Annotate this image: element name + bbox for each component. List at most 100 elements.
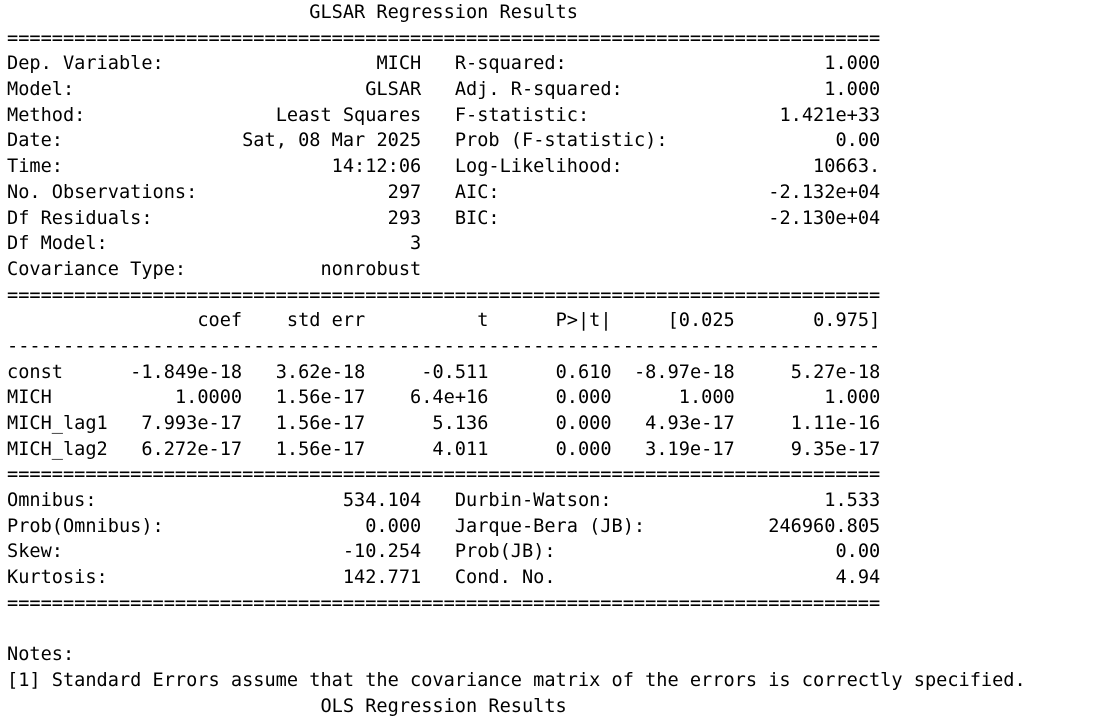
diagnostic-label: Jarque-Bera (JB): — [454, 515, 646, 537]
diagnostic-label: Durbin-Watson: — [454, 490, 612, 512]
table-cell: 1.56e-17 — [275, 387, 366, 409]
summary-row: Df Residuals: 293 BIC: -2.130e+04 — [7, 206, 1026, 232]
summary-label: F-statistic: — [454, 104, 590, 126]
table-cell: 5.136 — [432, 413, 489, 434]
diagnostic-label: Omnibus: — [7, 490, 97, 512]
table-cell: 7.993e-17 — [141, 413, 243, 434]
row-name: MICH_lag1 — [7, 413, 108, 434]
table-row: MICH_lag1 7.993e-17 1.56e-17 5.136 0.000… — [7, 411, 1026, 437]
summary-label: Df Model: — [7, 233, 108, 255]
summary-value: Sat, 08 Mar 2025 — [242, 130, 422, 152]
table-cell: 0.610 — [555, 361, 612, 383]
diagnostic-value: 1.533 — [824, 490, 881, 512]
diagnostic-value: 0.000 — [365, 515, 422, 537]
summary-value: -2.130e+04 — [768, 207, 881, 229]
double-rule: ========================================… — [7, 592, 881, 614]
diagnostic-label: Kurtosis: — [7, 567, 108, 589]
column-header: coef — [197, 310, 243, 332]
row-name: const — [7, 361, 63, 383]
table-cell: -0.511 — [421, 361, 489, 383]
summary-label: Date: — [7, 130, 63, 152]
row-name: MICH — [7, 387, 52, 409]
table-row: MICH 1.0000 1.56e-17 6.4e+16 0.000 1.000… — [7, 385, 1026, 411]
summary-value: 3 — [410, 233, 422, 255]
table-row: MICH_lag2 6.272e-17 1.56e-17 4.011 0.000… — [7, 437, 1026, 463]
table-cell: -1.849e-18 — [130, 361, 243, 383]
diagnostic-row: Kurtosis: 142.771 Cond. No. 4.94 — [7, 565, 1026, 591]
summary-label: AIC: — [454, 181, 500, 203]
diagnostic-value: 142.771 — [342, 567, 422, 589]
summary-row: Model: GLSAR Adj. R-squared: 1.000 — [7, 77, 1026, 103]
table-cell: 3.62e-18 — [275, 361, 366, 383]
summary-label: Method: — [7, 104, 86, 126]
summary-value: 10663. — [813, 156, 881, 178]
summary-value: -2.132e+04 — [768, 181, 881, 203]
summary-value: 14:12:06 — [331, 156, 422, 178]
single-rule: ----------------------------------------… — [7, 335, 881, 357]
summary-label: Model: — [7, 79, 75, 101]
summary-row: Dep. Variable: MICH R-squared: 1.000 — [7, 51, 1026, 77]
table-cell: 1.11e-16 — [790, 413, 881, 434]
summary-label: R-squared: — [454, 53, 567, 75]
summary-value: nonrobust — [320, 258, 422, 280]
summary-value: 0.00 — [835, 130, 881, 152]
summary-value: 1.421e+33 — [779, 104, 881, 126]
summary-value: 1.000 — [824, 79, 881, 101]
diagnostic-row: Prob(Omnibus): 0.000 Jarque-Bera (JB): 2… — [7, 514, 1026, 540]
diagnostic-row: Omnibus: 534.104 Durbin-Watson: 1.533 — [7, 488, 1026, 514]
summary-label: Df Residuals: — [7, 207, 153, 229]
table-cell: 1.000 — [678, 387, 735, 409]
table-title: GLSAR Regression Results — [309, 2, 578, 23]
regression-summary-output: GLSAR Regression Results ================… — [7, 0, 1026, 719]
column-header: std err — [286, 310, 366, 332]
table-cell: 4.011 — [432, 438, 489, 460]
note-line: [1] Standard Errors assume that the cova… — [7, 668, 1026, 694]
blank-line — [7, 617, 1026, 643]
summary-label: Covariance Type: — [7, 258, 187, 280]
table-cell: -8.97e-18 — [633, 361, 735, 383]
summary-label: Log-Likelihood: — [454, 156, 623, 178]
summary-row: Date: Sat, 08 Mar 2025 Prob (F-statistic… — [7, 128, 1026, 154]
summary-value: GLSAR — [365, 79, 422, 101]
summary-value: 297 — [387, 181, 422, 203]
table-cell: 1.0000 — [174, 387, 243, 409]
column-header: t — [477, 310, 489, 332]
diagnostic-label: Skew: — [7, 541, 63, 563]
column-header: P>|t| — [555, 310, 612, 332]
row-name: MICH_lag2 — [7, 438, 108, 460]
summary-row: Time: 14:12:06 Log-Likelihood: 10663. — [7, 154, 1026, 180]
summary-label: BIC: — [454, 207, 500, 229]
table-cell: 3.19e-17 — [645, 438, 735, 460]
summary-value: Least Squares — [275, 104, 422, 126]
title-line: GLSAR Regression Results — [7, 0, 1026, 26]
table-cell: 1.000 — [824, 387, 881, 409]
diagnostic-value: -10.254 — [342, 541, 422, 563]
summary-label: Dep. Variable: — [7, 53, 164, 75]
table-cell: 0.000 — [555, 387, 612, 409]
column-header: [0.025 — [667, 310, 735, 332]
summary-label: Time: — [7, 156, 63, 178]
double-rule: ========================================… — [7, 27, 881, 49]
diagnostic-value: 534.104 — [342, 490, 422, 512]
summary-row: Covariance Type: nonrobust — [7, 257, 1026, 283]
double-rule: ========================================… — [7, 464, 881, 486]
summary-row: No. Observations: 297 AIC: -2.132e+04 — [7, 180, 1026, 206]
summary-value: 293 — [387, 207, 422, 229]
summary-label: No. Observations: — [7, 181, 198, 203]
table-cell: 0.000 — [555, 438, 612, 460]
diagnostic-label: Prob(Omnibus): — [7, 515, 164, 537]
table-cell: 1.56e-17 — [275, 413, 366, 434]
diagnostic-value: 246960.805 — [768, 515, 881, 537]
summary-label: Prob (F-statistic): — [454, 130, 668, 152]
notes-heading: Notes: — [7, 644, 75, 666]
table-cell: 9.35e-17 — [790, 438, 881, 460]
note-item: [1] Standard Errors assume that the cova… — [7, 669, 1026, 691]
summary-value: MICH — [376, 53, 422, 75]
table-cell: 6.4e+16 — [410, 387, 489, 409]
next-title-line: OLS Regression Results — [7, 694, 1026, 719]
table-cell: 1.56e-17 — [275, 438, 366, 460]
diagnostic-label: Prob(JB): — [454, 541, 556, 563]
summary-row: Df Model: 3 — [7, 231, 1026, 257]
diagnostic-value: 4.94 — [835, 567, 881, 589]
summary-value: 1.000 — [824, 53, 881, 75]
